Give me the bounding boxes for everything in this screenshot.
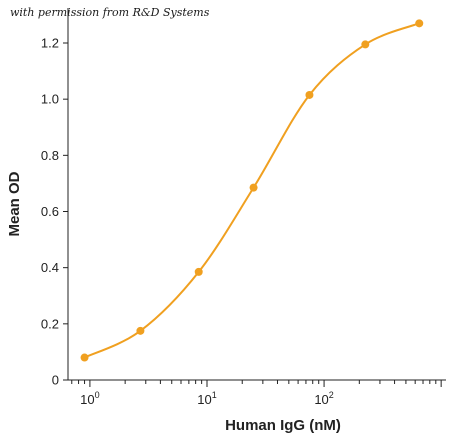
data-point xyxy=(80,353,89,362)
watermark-text: with permission from R&D Systems xyxy=(10,6,210,19)
x-tick-label: 100 xyxy=(80,390,99,407)
data-point xyxy=(361,40,370,49)
data-point xyxy=(305,90,314,99)
y-tick-label: 1.0 xyxy=(41,92,59,107)
data-point xyxy=(136,326,145,335)
y-tick-label: 0.6 xyxy=(41,204,59,219)
data-point xyxy=(415,19,424,28)
data-point xyxy=(249,183,258,192)
data-point xyxy=(194,267,203,276)
y-axis-label: Mean OD xyxy=(6,171,23,236)
y-tick-label: 0 xyxy=(52,373,59,388)
y-tick-label: 0.8 xyxy=(41,148,59,163)
x-tick-label: 101 xyxy=(197,390,216,407)
data-points xyxy=(80,19,424,362)
y-tick-label: 0.2 xyxy=(41,316,59,331)
x-axis-label: Human IgG (nM) xyxy=(225,417,341,434)
axes xyxy=(67,8,446,381)
x-tick-label: 102 xyxy=(314,390,333,407)
ticks: 0 0.2 0.4 0.6 0.8 1.0 1.2 100 101 102 xyxy=(41,36,442,407)
y-tick-label: 1.2 xyxy=(41,36,59,51)
y-tick-label: 0.4 xyxy=(41,260,59,275)
